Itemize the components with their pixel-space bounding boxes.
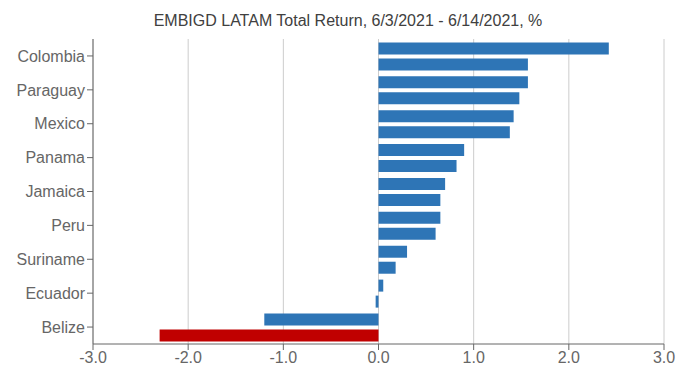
svg-text:1.0: 1.0 bbox=[463, 349, 485, 366]
svg-text:Belize: Belize bbox=[41, 319, 85, 336]
svg-text:-1.0: -1.0 bbox=[270, 349, 298, 366]
svg-text:Paraguay: Paraguay bbox=[17, 82, 86, 99]
svg-text:Mexico: Mexico bbox=[34, 115, 85, 132]
svg-text:0.0: 0.0 bbox=[367, 349, 389, 366]
svg-text:Ecuador: Ecuador bbox=[25, 285, 85, 302]
svg-text:Jamaica: Jamaica bbox=[25, 183, 85, 200]
svg-text:Suriname: Suriname bbox=[17, 251, 86, 268]
svg-text:2.0: 2.0 bbox=[558, 349, 580, 366]
svg-text:Peru: Peru bbox=[51, 217, 85, 234]
svg-text:Panama: Panama bbox=[25, 149, 85, 166]
svg-text:-2.0: -2.0 bbox=[174, 349, 202, 366]
html-text:EMBIGD LATAM Total Return, 6/3: EMBIGD LATAM Total Return, 6/3/2021 - 6/… bbox=[153, 12, 543, 29]
svg-text:3.0: 3.0 bbox=[653, 349, 675, 366]
svg-text:Colombia: Colombia bbox=[17, 48, 85, 65]
svg-text:-3.0: -3.0 bbox=[79, 349, 107, 366]
